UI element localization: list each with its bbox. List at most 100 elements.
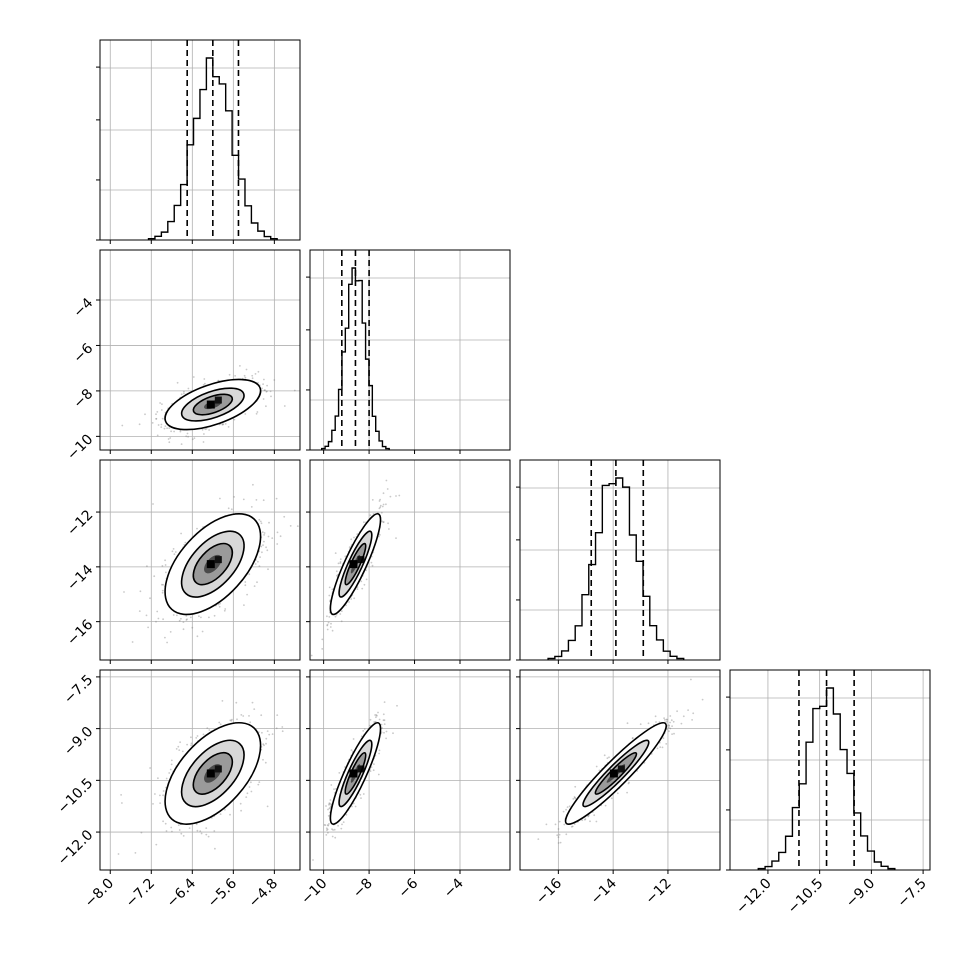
scatter-point (218, 605, 221, 608)
scatter-point (189, 616, 192, 619)
scatter-point (262, 499, 265, 502)
scatter-point (222, 423, 225, 426)
scatter-point (173, 430, 176, 433)
scatter-point (186, 432, 189, 435)
scatter-point (178, 619, 181, 622)
scatter-point (382, 492, 385, 495)
scatter-point (279, 535, 282, 538)
scatter-point (155, 417, 158, 420)
scatter-point (328, 594, 331, 597)
scatter-point (326, 628, 329, 631)
scatter-point (263, 534, 265, 536)
scatter-point (138, 610, 141, 612)
scatter-point (162, 794, 165, 797)
scatter-point (339, 613, 342, 615)
scatter-point (262, 758, 264, 761)
scatter-point (262, 398, 265, 400)
scatter-point (243, 374, 246, 377)
scatter-point (326, 624, 329, 627)
scatter-point (395, 495, 397, 497)
scatter-point (385, 503, 387, 506)
scatter-point (257, 370, 260, 373)
scatter-point (203, 378, 206, 380)
scatter-point (190, 736, 192, 739)
scatter-point (348, 546, 351, 548)
contour-line (338, 530, 373, 598)
scatter-point (165, 571, 167, 574)
scatter-point (167, 438, 170, 440)
scatter-point (186, 618, 188, 621)
axes-frame (99, 459, 301, 661)
scatter-point (270, 395, 272, 398)
y-tick-label: −6 (70, 340, 96, 366)
scatter-point (244, 413, 247, 415)
scatter-point (327, 621, 330, 624)
scatter-point (256, 581, 258, 584)
scatter-point (157, 617, 160, 620)
scatter-point (276, 543, 279, 545)
scatter-point (340, 620, 343, 623)
scatter-point (155, 843, 158, 846)
scatter-point (267, 535, 270, 538)
scatter-point (219, 497, 221, 500)
scatter-point (218, 721, 221, 724)
scatter-point (244, 376, 247, 379)
scatter-point (164, 636, 166, 639)
scatter-point (370, 561, 373, 564)
scatter-point (176, 614, 178, 617)
scatter-point (196, 527, 198, 530)
scatter-point (155, 413, 157, 416)
scatter-point (180, 832, 183, 835)
scatter-point (381, 520, 383, 523)
scatter-point (191, 438, 194, 441)
scatter-point (250, 506, 253, 508)
scatter-point (257, 783, 260, 786)
scatter-point (159, 802, 162, 804)
scatter-point (262, 544, 264, 546)
scatter-point (230, 719, 233, 722)
density-peak (214, 556, 222, 564)
scatter-point (174, 551, 177, 553)
scatter-point (251, 374, 254, 377)
scatter-point (123, 591, 125, 593)
density-peak (357, 556, 365, 564)
scatter-point (328, 616, 331, 618)
scatter-point (139, 590, 142, 593)
scatter-point (259, 556, 261, 558)
scatter-point (260, 714, 263, 717)
contour-line (192, 542, 234, 586)
scatter-point (283, 405, 286, 407)
scatter-point (144, 413, 146, 416)
scatter-point (163, 427, 166, 430)
scatter-point (365, 578, 368, 581)
scatter-point (169, 631, 172, 633)
scatter-point (281, 726, 284, 728)
histogram-panel-0 (96, 39, 301, 241)
scatter-point (365, 569, 368, 572)
scatter-point (382, 521, 385, 524)
scatter-point (378, 507, 381, 510)
scatter-point (398, 494, 401, 497)
scatter-point (161, 589, 164, 592)
y-tick-label: −12 (64, 507, 96, 539)
scatter-point (369, 514, 372, 517)
density-peak (214, 396, 222, 404)
scatter-point (168, 427, 171, 429)
contour-line (180, 530, 245, 598)
scatter-point (164, 559, 167, 562)
scatter-point (161, 583, 163, 586)
scatter-point (208, 616, 210, 619)
scatter-point (208, 429, 211, 431)
scatter-point (170, 430, 173, 433)
scatter-point (234, 375, 237, 377)
scatter-point (248, 573, 251, 576)
scatter-point (162, 583, 165, 586)
scatter-point (183, 390, 185, 393)
scatter-panel-2-1 (306, 459, 511, 661)
scatter-point (161, 403, 163, 405)
scatter-point (149, 767, 152, 769)
scatter-point (240, 809, 243, 812)
scatter-point (381, 505, 384, 508)
scatter-point (259, 520, 262, 523)
